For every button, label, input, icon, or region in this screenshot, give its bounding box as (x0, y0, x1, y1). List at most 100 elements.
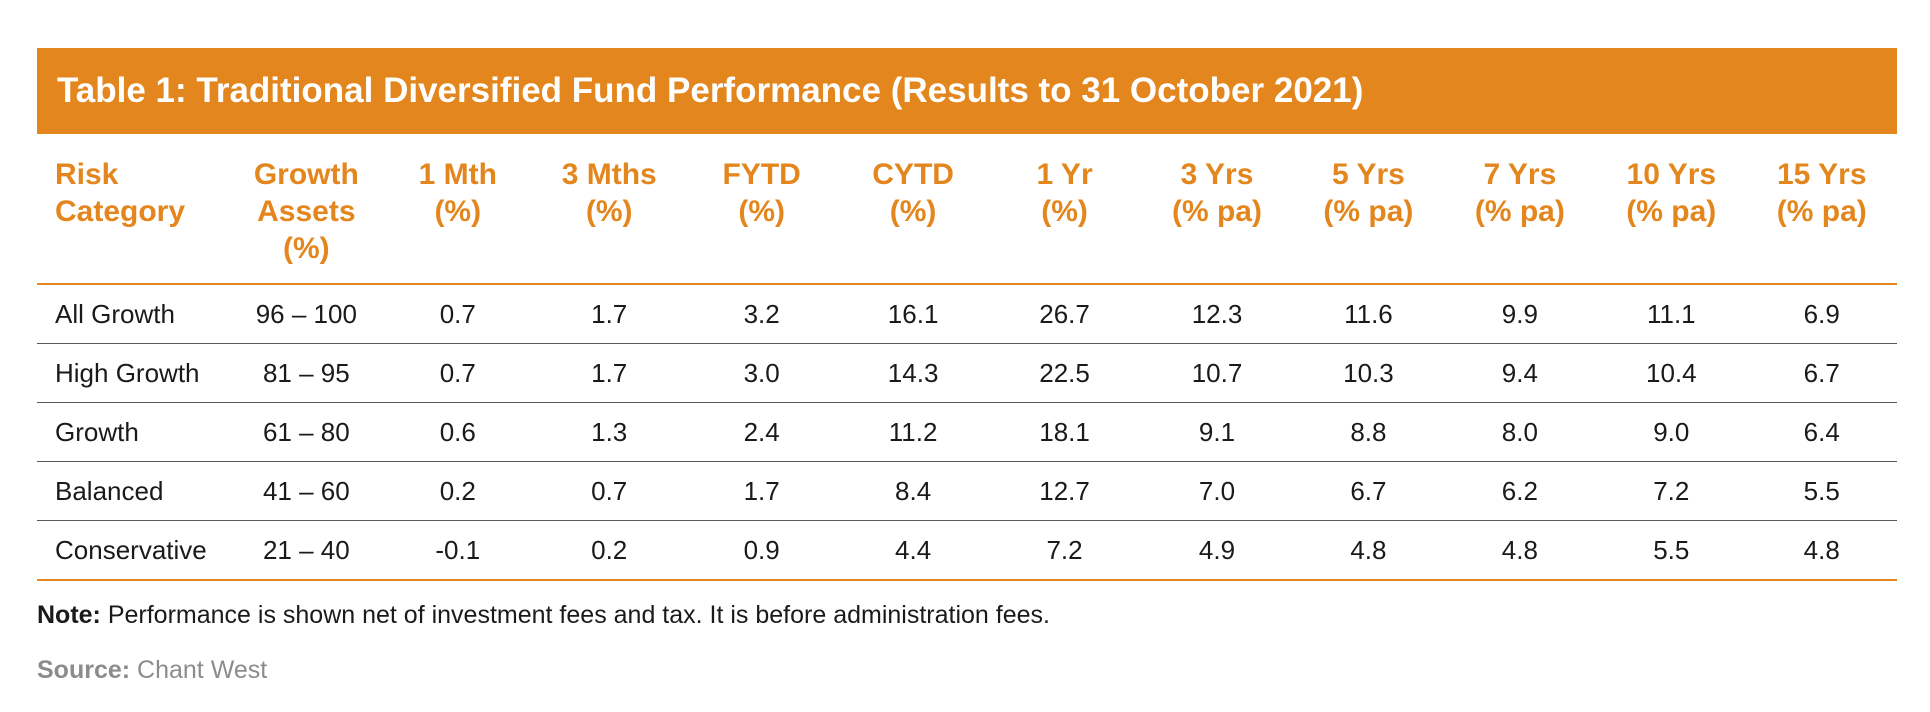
value-cell: 8.8 (1293, 402, 1444, 462)
value-cell: 21 – 40 (230, 520, 383, 581)
table-title: Table 1: Traditional Diversified Fund Pe… (57, 71, 1364, 110)
value-cell: 16.1 (837, 284, 989, 344)
column-header-line: FYTD (722, 158, 801, 191)
column-header-line: 3 Yrs (1180, 158, 1254, 191)
value-cell: 4.8 (1746, 520, 1897, 581)
column-header-line: (% pa) (1323, 195, 1414, 228)
value-cell: 1.7 (532, 284, 686, 344)
value-cell: 1.7 (532, 343, 686, 403)
column-header: 3 Yrs (% pa) (1140, 134, 1294, 285)
table-title-bar: Table 1: Traditional Diversified Fund Pe… (37, 48, 1897, 134)
value-cell: 6.7 (1746, 343, 1897, 403)
value-cell: 1.3 (532, 402, 686, 462)
table-row: High Growth 81 – 95 0.7 1.7 3.0 14.3 22.5 10.7 1… (37, 343, 1897, 403)
column-header-line: 7 Yrs (1483, 158, 1557, 191)
value-cell: 6.7 (1293, 461, 1444, 521)
value-cell: 18.1 (988, 402, 1141, 462)
value-cell: 6.9 (1746, 284, 1897, 344)
column-header-line: 3 Mths (561, 158, 657, 191)
column-header: FYTD (%) (685, 134, 838, 285)
table-header: Risk Category Growth Assets (%) 1 Mth (%) 3 Mth… (37, 134, 1897, 285)
value-cell: 8.0 (1443, 402, 1597, 462)
value-cell: 9.4 (1443, 343, 1597, 403)
value-cell: 11.2 (837, 402, 989, 462)
source-text: Chant West (130, 656, 268, 684)
value-cell: 22.5 (988, 343, 1141, 403)
column-header-line: 5 Yrs (1332, 158, 1405, 191)
value-cell: 11.6 (1293, 284, 1444, 344)
performance-table: Risk Category Growth Assets (%) 1 Mth (%) 3 Mth… (37, 134, 1897, 581)
risk-category-cell: All Growth (37, 284, 231, 344)
column-header-line: (%) (585, 195, 633, 228)
value-cell: 12.3 (1140, 284, 1294, 344)
header-row: Risk Category Growth Assets (%) 1 Mth (%) 3 Mth… (37, 134, 1897, 285)
table-row: Growth 61 – 80 0.6 1.3 2.4 11.2 18.1 9.1 8.8 8.0 9… (37, 402, 1897, 462)
value-cell: 9.1 (1140, 402, 1294, 462)
value-cell: 7.2 (1596, 461, 1747, 521)
performance-table-figure: Table 1: Traditional Diversified Fund Pe… (37, 48, 1897, 685)
column-header-line: (%) (738, 195, 785, 228)
value-cell: 7.2 (988, 520, 1141, 581)
value-cell: 0.7 (382, 284, 533, 344)
column-header-line: 15 Yrs (1776, 158, 1867, 191)
column-header-line: 10 Yrs (1626, 158, 1717, 191)
value-cell: 3.0 (685, 343, 838, 403)
column-header-line: CYTD (872, 158, 954, 191)
value-cell: 10.3 (1293, 343, 1444, 403)
value-cell: 0.6 (382, 402, 533, 462)
value-cell: 6.2 (1443, 461, 1597, 521)
value-cell: 4.8 (1293, 520, 1444, 581)
table-source: Source: Chant West (37, 656, 1897, 685)
value-cell: 0.2 (532, 520, 686, 581)
column-header-line: Growth (253, 158, 359, 191)
column-header: Risk Category (37, 134, 231, 285)
value-cell: 0.9 (685, 520, 838, 581)
value-cell: 2.4 (685, 402, 838, 462)
value-cell: 6.4 (1746, 402, 1897, 462)
column-header-line: (% pa) (1626, 195, 1717, 228)
column-header-line: (%) (434, 195, 482, 228)
column-header: CYTD (%) (837, 134, 989, 285)
table-note: Note: Performance is shown net of invest… (37, 601, 1897, 630)
table-row: All Growth 96 – 100 0.7 1.7 3.2 16.1 26.7 12.3 1… (37, 284, 1897, 344)
value-cell: 61 – 80 (230, 402, 383, 462)
column-header-line: (% pa) (1776, 195, 1867, 228)
value-cell: 5.5 (1746, 461, 1897, 521)
value-cell: 3.2 (685, 284, 838, 344)
value-cell: 8.4 (837, 461, 989, 521)
column-header-line: (% pa) (1474, 195, 1565, 228)
value-cell: 0.2 (382, 461, 533, 521)
risk-category-cell: Balanced (37, 461, 231, 521)
column-header-line: (%) (283, 232, 330, 265)
value-cell: 12.7 (988, 461, 1141, 521)
value-cell: 0.7 (532, 461, 686, 521)
value-cell: -0.1 (382, 520, 533, 581)
value-cell: 26.7 (988, 284, 1141, 344)
column-header-line: (%) (889, 195, 937, 228)
value-cell: 9.0 (1596, 402, 1747, 462)
value-cell: 0.7 (382, 343, 533, 403)
value-cell: 7.0 (1140, 461, 1294, 521)
value-cell: 9.9 (1443, 284, 1597, 344)
column-header: 5 Yrs (% pa) (1293, 134, 1444, 285)
value-cell: 11.1 (1596, 284, 1747, 344)
column-header-line: (% pa) (1171, 195, 1262, 228)
column-header: 15 Yrs (% pa) (1746, 134, 1897, 285)
value-cell: 4.4 (837, 520, 989, 581)
value-cell: 10.4 (1596, 343, 1747, 403)
risk-category-cell: Growth (37, 402, 231, 462)
column-header: 1 Yr (%) (988, 134, 1141, 285)
column-header-line: Assets (257, 195, 356, 228)
value-cell: 96 – 100 (230, 284, 383, 344)
column-header: 1 Mth (%) (382, 134, 533, 285)
column-header: 10 Yrs (% pa) (1596, 134, 1747, 285)
column-header: Growth Assets (%) (230, 134, 383, 285)
column-header-line: 1 Yr (1036, 158, 1093, 191)
risk-category-cell: High Growth (37, 343, 231, 403)
column-header-line: Category (55, 195, 186, 228)
column-header: 7 Yrs (% pa) (1443, 134, 1597, 285)
value-cell: 14.3 (837, 343, 989, 403)
value-cell: 4.8 (1443, 520, 1597, 581)
value-cell: 5.5 (1596, 520, 1747, 581)
table-row: Conservative 21 – 40 -0.1 0.2 0.9 4.4 7.2 4.9 4.… (37, 520, 1897, 581)
